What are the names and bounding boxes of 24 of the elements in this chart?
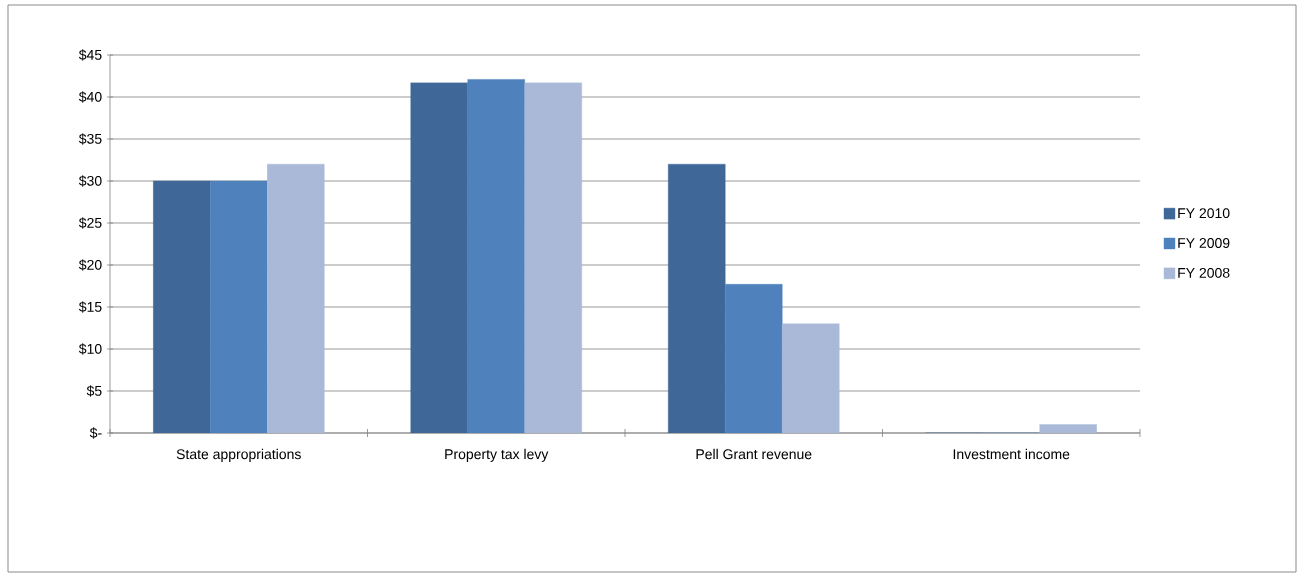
y-tick-label: $10 [78,343,102,355]
y-tick-label: $40 [78,91,102,103]
y-tick-label: $- [89,427,102,439]
bar [410,82,468,433]
y-tick-label: $30 [78,175,102,187]
x-tick-label: Property tax levy [445,448,549,462]
x-tick-label: State appropriations [176,448,301,462]
bar [668,163,726,433]
y-tick-label: $15 [78,301,102,313]
y-tick-label: $25 [78,217,102,229]
legend-label: FY 2010 [1178,208,1230,219]
bar [782,323,840,433]
y-tick-label: $35 [78,133,102,145]
x-tick-label: Pell Grant revenue [696,448,812,460]
legend-label: FY 2009 [1178,238,1230,248]
x-tick-label: Investment income [953,448,1070,460]
y-tick-label: $5 [86,385,102,397]
bar [267,163,325,433]
bar [153,180,211,433]
y-tick-label: $20 [78,259,102,271]
bar [524,82,582,433]
legend-label: FY 2008 [1178,267,1230,278]
bar [1039,424,1097,433]
y-tick-label: $45 [78,49,102,61]
